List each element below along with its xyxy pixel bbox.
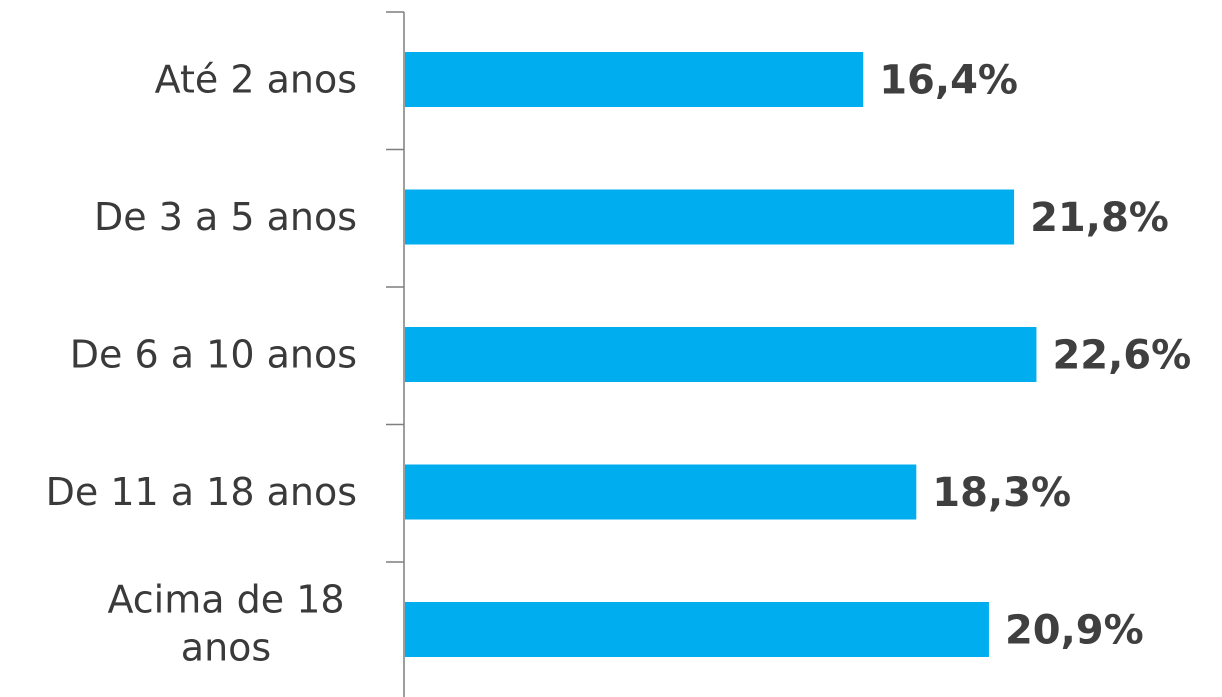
category-label: De 6 a 10 anos (70, 333, 357, 377)
data-label: 20,9% (1005, 608, 1144, 654)
category-label: anos (181, 626, 271, 670)
category-axis (386, 11, 405, 697)
category-label: Até 2 anos (155, 58, 357, 102)
data-label: 16,4% (879, 58, 1018, 104)
category-label: Acima de 18 (107, 578, 344, 622)
bar (405, 602, 989, 657)
data-label: 18,3% (932, 470, 1071, 516)
bar (405, 464, 917, 520)
bar (405, 327, 1037, 382)
value-labels: 16,4% 21,8% 22,6% 18,3% 20,9% (879, 58, 1191, 654)
bar (405, 189, 1015, 245)
category-label: De 11 a 18 anos (46, 470, 357, 514)
data-label: 22,6% (1052, 333, 1191, 379)
category-label: De 3 a 5 anos (94, 195, 357, 239)
bar (405, 52, 864, 107)
bars (405, 52, 1037, 657)
category-labels: Até 2 anos De 3 a 5 anos De 6 a 10 anos De … (46, 58, 357, 670)
data-label: 21,8% (1030, 195, 1169, 241)
